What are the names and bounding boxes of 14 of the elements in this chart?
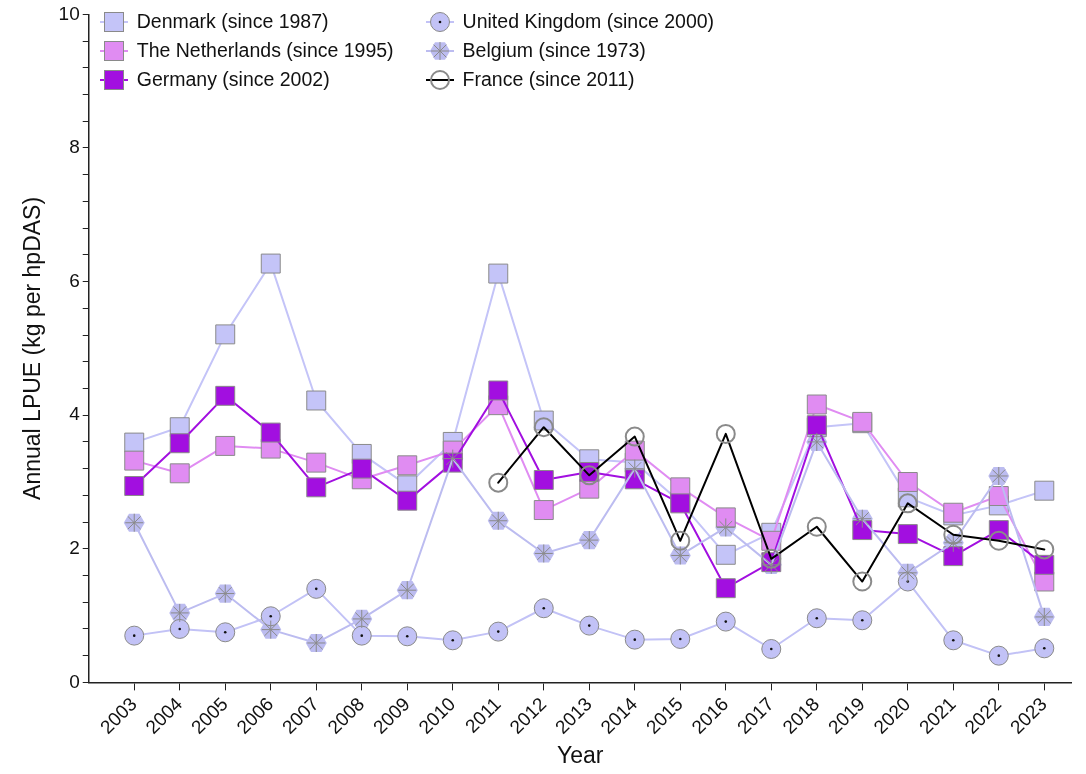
legend-label: Denmark (since 1987) [136, 10, 329, 34]
legend-label: France (since 2011) [462, 68, 635, 92]
y-tick-label: 2 [69, 537, 80, 559]
y-tick-label: 10 [58, 2, 80, 24]
x-axis-title: Year [556, 741, 604, 768]
y-tick-label: 0 [69, 670, 80, 692]
legend-label: Belgium (since 1973) [462, 39, 646, 63]
legend-label: Germany (since 2002) [136, 68, 330, 92]
y-axis-title: Annual LPUE (kg per hpDAS) [19, 196, 46, 500]
y-tick-label: 4 [69, 403, 81, 425]
y-tick-label: 6 [69, 269, 80, 291]
legend-label: The Netherlands (since 1995) [136, 39, 394, 63]
legend-label: United Kingdom (since 2000) [462, 10, 715, 34]
y-tick-label: 8 [69, 136, 80, 158]
